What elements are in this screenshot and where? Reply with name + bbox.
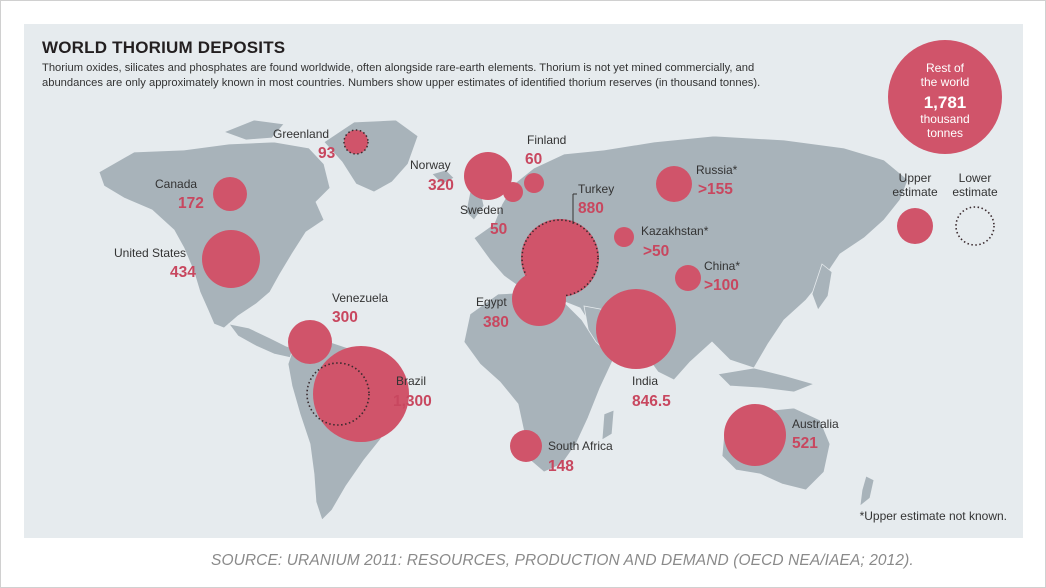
label-united-states-value: 434 xyxy=(170,264,196,281)
rest-of-world-line5: tonnes xyxy=(927,126,963,140)
label-russia-value: >155 xyxy=(698,181,733,198)
country-labels: Greenland 93 Canada 172 United States 43… xyxy=(114,127,839,475)
bubble-canada xyxy=(213,177,247,211)
bubble-brazil xyxy=(313,346,409,442)
label-venezuela-value: 300 xyxy=(332,309,358,326)
bubble-brazil-lower xyxy=(306,362,370,426)
rest-of-world-line2: the world xyxy=(921,75,970,89)
label-united-states-name: United States xyxy=(114,246,186,260)
legend: Upper estimate Lower estimate xyxy=(892,171,998,246)
iceland-landmass xyxy=(431,169,455,185)
legend-lower-line1: Lower xyxy=(959,171,992,185)
label-china-name: China* xyxy=(704,259,740,273)
japan-landmass xyxy=(811,263,833,311)
description-line-1: Thorium oxides, silicates and phosphates… xyxy=(42,62,755,74)
rest-of-world-bubble xyxy=(888,40,1002,154)
rest-of-world-callout: Rest of the world 1,781 thousand tonnes xyxy=(888,40,1002,154)
label-south-africa-name: South Africa xyxy=(548,439,613,453)
label-egypt-value: 380 xyxy=(483,314,509,331)
north-america-landmass xyxy=(98,141,331,329)
bubble-india xyxy=(596,289,676,369)
label-china-value: >100 xyxy=(704,277,739,294)
label-brazil-name: Brazil xyxy=(396,374,426,388)
label-turkey-value: 880 xyxy=(578,200,604,217)
label-norway-value: 320 xyxy=(428,177,454,194)
source-caption: SOURCE: URANIUM 2011: RESOURCES, PRODUCT… xyxy=(211,552,914,569)
bubble-norway xyxy=(464,152,512,200)
label-canada-name: Canada xyxy=(155,177,197,191)
label-venezuela-name: Venezuela xyxy=(332,291,388,305)
rest-of-world-line1: Rest of xyxy=(926,61,965,75)
label-greenland-value: 93 xyxy=(318,145,336,162)
deposit-bubbles xyxy=(202,129,786,466)
label-greenland-name: Greenland xyxy=(273,127,329,141)
madagascar-landmass xyxy=(601,409,615,441)
bubble-united-states xyxy=(202,230,260,288)
label-turkey-name: Turkey xyxy=(578,182,614,196)
label-india-value: 846.5 xyxy=(632,393,671,410)
greenland-landmass xyxy=(323,119,419,193)
bubble-russia xyxy=(656,166,692,202)
label-sweden-name: Sweden xyxy=(460,203,503,217)
bubble-egypt xyxy=(512,272,566,326)
canadian-arctic-islands xyxy=(222,119,285,141)
label-australia-name: Australia xyxy=(792,417,839,431)
legend-upper-line2: estimate xyxy=(892,185,938,199)
eurasia-landmass xyxy=(473,135,909,381)
bubble-kazakhstan xyxy=(614,227,634,247)
label-india-name: India xyxy=(632,374,658,388)
label-finland-value: 60 xyxy=(525,151,542,168)
label-south-africa-value: 148 xyxy=(548,458,574,475)
bubble-sweden xyxy=(503,182,523,202)
bubble-turkey-lower xyxy=(521,219,599,297)
infographic-title: WORLD THORIUM DEPOSITS xyxy=(42,38,286,57)
legend-upper-symbol xyxy=(897,208,933,244)
world-map: Greenland 93 Canada 172 United States 43… xyxy=(98,40,1002,521)
label-norway-name: Norway xyxy=(410,158,451,172)
new-zealand-landmass xyxy=(859,475,875,507)
legend-lower-line2: estimate xyxy=(952,185,998,199)
central-america-landmass xyxy=(228,323,299,359)
rest-of-world-value: 1,781 xyxy=(924,93,967,112)
label-brazil-value: 1,300 xyxy=(393,393,432,410)
bubble-finland xyxy=(524,173,544,193)
bubble-south-africa xyxy=(510,430,542,462)
legend-lower-symbol xyxy=(955,206,995,246)
description-line-2: abundances are only approximately known … xyxy=(42,77,761,89)
rest-of-world-line4: thousand xyxy=(920,112,969,126)
label-australia-value: 521 xyxy=(792,435,818,452)
label-kazakhstan-value: >50 xyxy=(643,243,669,260)
label-finland-name: Finland xyxy=(527,133,566,147)
bubble-australia xyxy=(724,404,786,466)
legend-upper-line1: Upper xyxy=(899,171,932,185)
indonesia-islands xyxy=(717,367,816,393)
label-canada-value: 172 xyxy=(178,195,204,212)
label-kazakhstan-name: Kazakhstan* xyxy=(641,224,709,238)
footnote: *Upper estimate not known. xyxy=(859,509,1007,523)
infographic-panel: Greenland 93 Canada 172 United States 43… xyxy=(24,24,1023,538)
label-russia-name: Russia* xyxy=(696,163,738,177)
label-egypt-name: Egypt xyxy=(476,295,507,309)
bubble-china xyxy=(675,265,701,291)
bubble-venezuela xyxy=(288,320,332,364)
label-sweden-value: 50 xyxy=(490,221,507,238)
bubble-greenland xyxy=(343,129,369,155)
